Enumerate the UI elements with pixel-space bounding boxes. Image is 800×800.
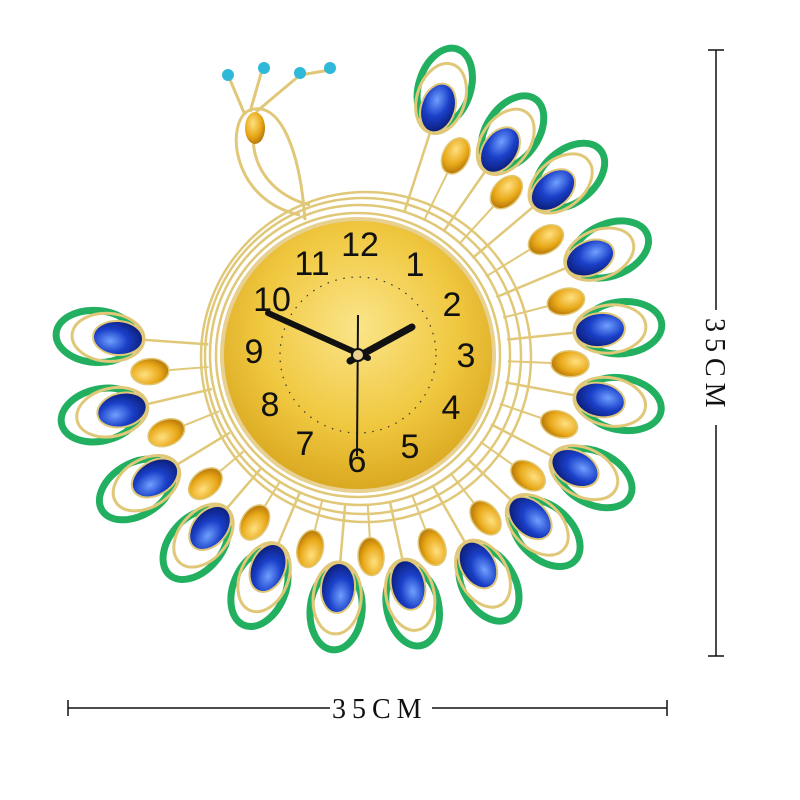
peacock-feathers [52, 44, 666, 654]
amber-gem [239, 504, 271, 541]
blue-gem [550, 448, 600, 488]
numeral-4: 4 [442, 389, 461, 427]
blue-gem [574, 311, 626, 349]
numeral-11: 11 [294, 245, 329, 283]
height-label: 35CM [699, 318, 730, 414]
clock-hands [265, 310, 416, 457]
blue-gem [507, 495, 553, 541]
feather [159, 468, 281, 583]
feather [431, 472, 523, 625]
numeral-6: 6 [348, 442, 367, 480]
amber-gem [417, 527, 447, 567]
feather [382, 494, 447, 650]
numeral-12: 12 [341, 226, 379, 264]
feather [485, 217, 653, 299]
clock-frame-rings [199, 190, 533, 524]
numeral-8: 8 [261, 386, 280, 424]
amber-gem [489, 174, 524, 210]
amber-gem [469, 500, 502, 536]
amber-gem [147, 417, 186, 448]
feather [52, 306, 209, 386]
feather [466, 440, 584, 570]
feather [227, 492, 325, 630]
blue-gem [419, 82, 457, 134]
numeral-2: 2 [443, 286, 462, 324]
amber-gem [296, 529, 325, 569]
width-label: 35CM [332, 694, 428, 725]
minute-track [279, 276, 437, 434]
blue-gem [319, 562, 357, 614]
blue-gem [96, 391, 148, 429]
numeral-5: 5 [401, 428, 420, 466]
second-hand [356, 314, 359, 457]
minute-hand [265, 310, 371, 361]
feather [458, 139, 609, 260]
amber-gem [546, 287, 586, 316]
numeral-3: 3 [457, 337, 476, 375]
numeral-7: 7 [296, 425, 315, 463]
amber-gem [130, 357, 170, 386]
amber-gem [357, 536, 385, 577]
feather [503, 287, 666, 358]
amber-gem [550, 349, 590, 378]
blue-gem [457, 540, 499, 590]
blue-gem [529, 168, 577, 212]
feather [57, 384, 220, 448]
blue-gem [92, 319, 144, 357]
width-dimension [67, 700, 668, 716]
feather [95, 431, 244, 524]
feather [490, 402, 636, 512]
blue-gem [389, 559, 427, 611]
amber-gem [510, 459, 547, 492]
center-cap [351, 348, 365, 362]
amber-gem [527, 224, 565, 256]
amber-gem [440, 137, 471, 175]
feather [306, 504, 385, 654]
peacock-head [222, 62, 336, 221]
amber-gem [187, 467, 223, 501]
numeral-1: 1 [406, 246, 425, 284]
numeral-9: 9 [245, 333, 264, 371]
feather [403, 44, 476, 213]
blue-gem [574, 381, 626, 419]
amber-gem [539, 409, 579, 439]
blue-gem [188, 505, 232, 551]
blue-gem [565, 238, 615, 278]
height-dimension [708, 49, 724, 657]
blue-gem [479, 126, 521, 174]
blue-gem [130, 457, 180, 499]
feather [505, 349, 665, 435]
blue-gem [248, 543, 288, 593]
